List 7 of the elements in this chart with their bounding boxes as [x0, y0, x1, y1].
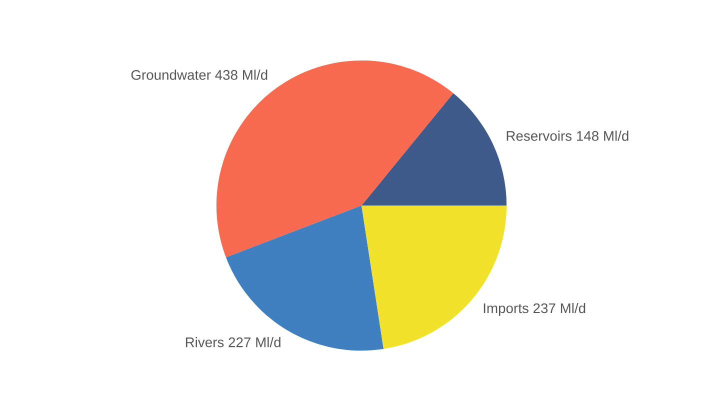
slice-label: Imports 237 Ml/d [484, 302, 586, 316]
pie-slice [362, 93, 507, 206]
slice-label: Groundwater 438 Ml/d [131, 70, 268, 80]
slice-label: Rivers 227 Ml/d [186, 337, 280, 348]
pie-slice [226, 206, 384, 351]
pie-slice [216, 60, 454, 258]
slice-label: Reservoirs 148 Ml/d [506, 130, 628, 141]
